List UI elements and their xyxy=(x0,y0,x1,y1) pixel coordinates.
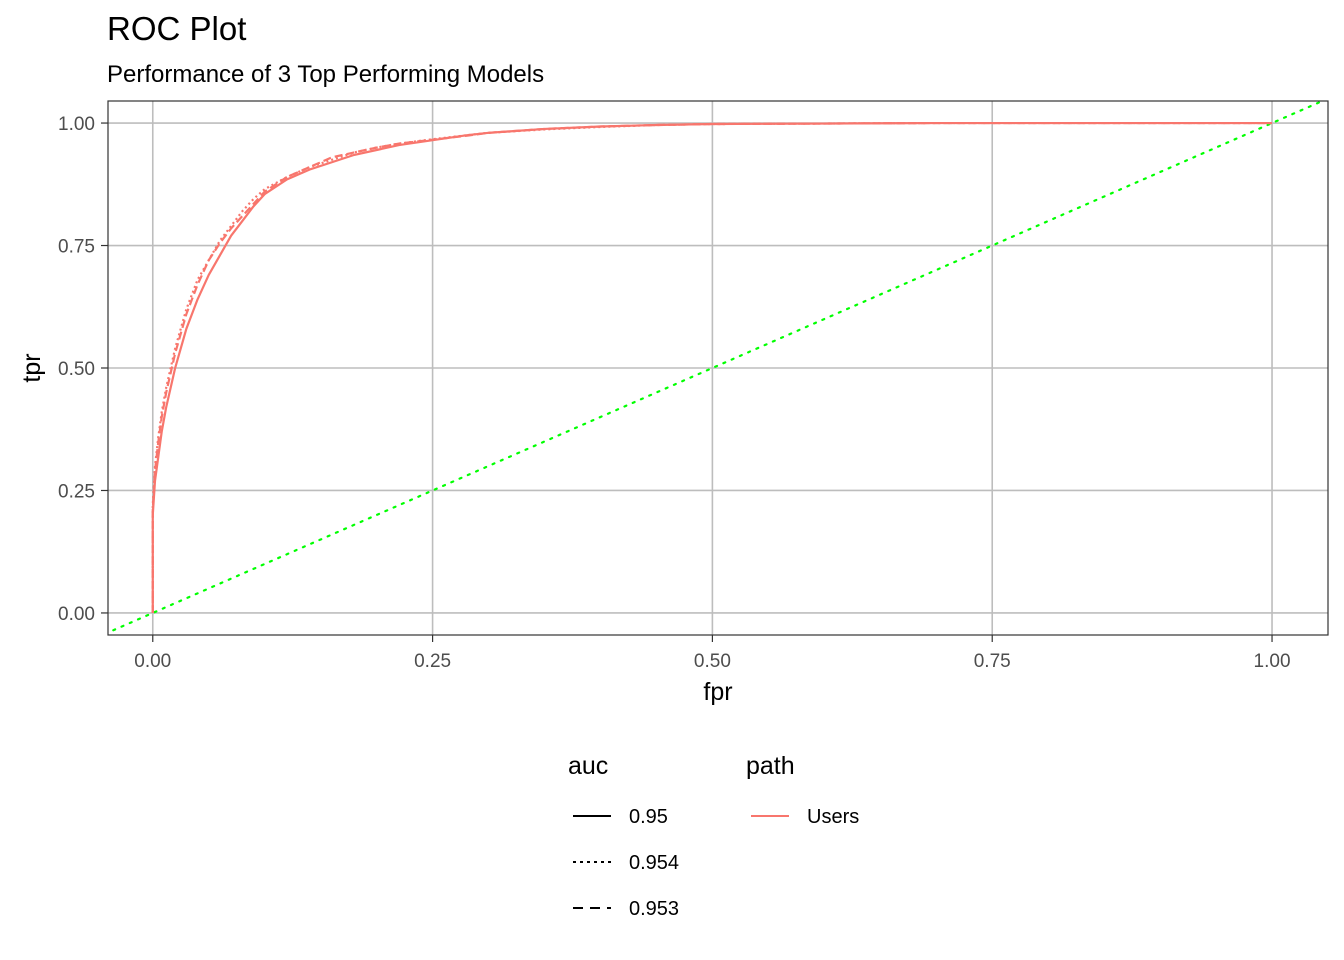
x-tick-label-0: 0.00 xyxy=(134,651,171,672)
legend-label-auc-0-954: 0.954 xyxy=(629,852,679,874)
x-tick-label-2: 0.50 xyxy=(694,651,731,672)
y-tick-label-0: 0.00 xyxy=(58,604,95,625)
reference-line-group xyxy=(108,101,1326,634)
legend: auc path 0.95 0.954 0.953 Users xyxy=(568,752,859,920)
y-axis-title: tpr xyxy=(18,353,46,382)
x-tick-label-1: 0.25 xyxy=(414,651,451,672)
legend-label-auc-0-95: 0.95 xyxy=(629,806,668,828)
y-axis: 0.00 0.25 0.50 0.75 1.00 xyxy=(58,114,108,625)
legend-label-auc-0-953: 0.953 xyxy=(629,898,679,920)
roc-curve-auc-0-953 xyxy=(151,121,1273,613)
legend-title-auc: auc xyxy=(568,752,608,780)
plot-panel xyxy=(107,100,1329,636)
x-axis-title: fpr xyxy=(703,678,732,706)
chart-title: ROC Plot xyxy=(107,10,246,47)
roc-curve-auc-0-95 xyxy=(151,121,1273,613)
x-tick-label-3: 0.75 xyxy=(974,651,1011,672)
reference-diagonal-line xyxy=(108,101,1326,634)
y-tick-label-3: 0.75 xyxy=(58,237,95,258)
y-tick-label-4: 1.00 xyxy=(58,114,95,135)
x-axis: 0.00 0.25 0.50 0.75 1.00 xyxy=(134,635,1291,672)
y-tick-label-2: 0.50 xyxy=(58,359,95,380)
legend-label-path-users: Users xyxy=(807,806,859,828)
chart-subtitle: Performance of 3 Top Performing Models xyxy=(107,61,544,88)
legend-title-path: path xyxy=(746,752,795,780)
y-tick-label-1: 0.25 xyxy=(58,481,95,502)
roc-series-group xyxy=(151,121,1273,613)
x-tick-label-4: 1.00 xyxy=(1254,651,1291,672)
